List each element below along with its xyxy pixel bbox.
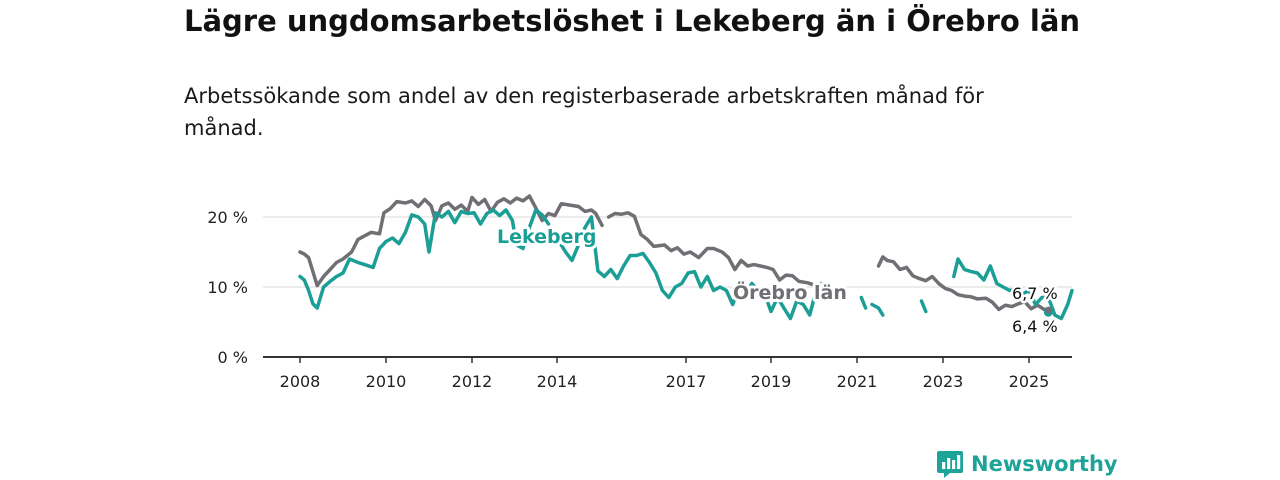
x-tick-label: 2012	[452, 372, 493, 391]
lekeberg-line-segment	[298, 208, 551, 310]
lekeberg-line-segment	[919, 299, 928, 314]
lekeberg-series-label: Lekeberg	[497, 226, 596, 248]
lekeberg-series-label-halo: Lekeberg	[497, 226, 596, 248]
brand-logo: Newsworthy	[936, 446, 1118, 480]
orebro-series-label: Örebro län	[733, 280, 847, 304]
lekeberg-line-segment	[870, 302, 885, 317]
orebro-end-label-halo: 6,7 %	[1012, 284, 1058, 303]
lekeberg-end-label-halo: 6,4 %	[1012, 317, 1058, 336]
y-tick-label: 0 %	[218, 348, 248, 367]
orebro-series-label-halo: Örebro län	[733, 280, 847, 304]
x-tick-label: 2025	[1009, 372, 1050, 391]
brand-name: Newsworthy	[971, 452, 1118, 476]
chart-title: Lägre ungdomsarbetslöshet i Lekeberg än …	[184, 4, 1081, 38]
orebro-line-segment	[606, 211, 816, 287]
lekeberg-line-segment	[952, 257, 1074, 321]
x-tick-label: 2010	[366, 372, 407, 391]
y-tick-label: 10 %	[207, 278, 248, 297]
lekeberg-end-label: 6,4 %	[1012, 317, 1058, 336]
x-tick-label: 2017	[666, 372, 707, 391]
x-tick-label: 2008	[280, 372, 321, 391]
orebro-line-segment	[298, 194, 604, 288]
orebro-end-label: 6,7 %	[1012, 284, 1058, 303]
chart-subtitle: Arbetssökande som andel av den registerb…	[184, 84, 984, 140]
y-tick-label: 20 %	[207, 208, 248, 227]
orebro-end-point	[1044, 306, 1052, 314]
newsworthy-logo-icon	[937, 451, 963, 478]
orebro-line-segment	[876, 255, 1051, 312]
lekeberg-line-segment	[557, 215, 823, 321]
x-tick-label: 2021	[837, 372, 878, 391]
x-tick-label: 2023	[923, 372, 964, 391]
x-tick-label: 2019	[751, 372, 792, 391]
lekeberg-line-segment	[859, 295, 868, 310]
x-tick-label: 2014	[537, 372, 578, 391]
